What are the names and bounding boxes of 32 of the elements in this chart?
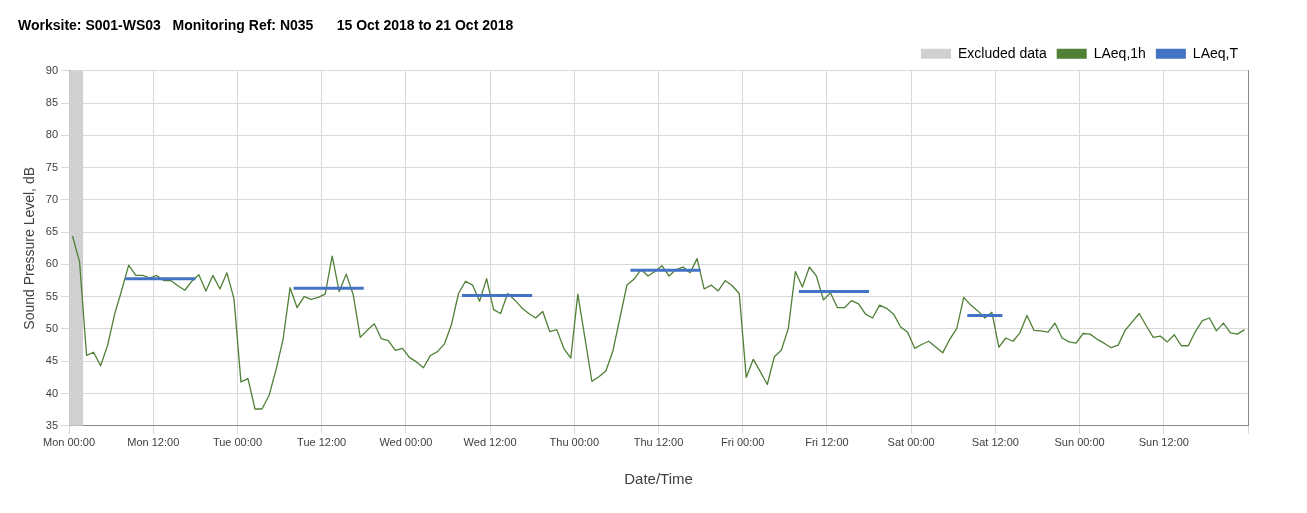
y-tick-label: 75 [45,160,59,173]
y-tick-label: 65 [45,225,59,238]
x-tick-label: Mon 12:00 [127,436,180,449]
x-tick-label: Tue 12:00 [297,436,347,449]
y-tick-label: 55 [45,289,59,302]
y-tick-label: 50 [45,322,59,335]
x-tick-label: Mon 00:00 [43,436,96,449]
x-tick-label: Thu 00:00 [549,436,600,449]
y-tick-label: 45 [45,354,59,367]
x-tick-label: Fri 12:00 [805,436,849,449]
x-tick-label: Fri 00:00 [721,436,765,449]
x-tick-label: Sun 00:00 [1054,436,1105,449]
x-tick-label: Sat 12:00 [971,436,1019,449]
y-tick-label: 35 [45,418,59,431]
chart-title: Worksite: S001-WS03 Monitoring Ref: N035 15 Oct 2018 to 21 Oct 2018 [18,17,514,34]
y-tick-label: 40 [45,386,59,399]
x-tick-label: Wed 00:00 [379,436,433,449]
x-tick-label: Thu 12:00 [633,436,684,449]
y-tick-label: 80 [45,128,59,141]
y-tick-label: 60 [45,257,59,270]
legend-label: Excluded data [957,44,1047,61]
y-tick-label: 90 [45,63,59,76]
y-tick-label: 70 [45,192,59,205]
x-axis-title: Date/Time [624,470,693,488]
x-tick-label: Wed 12:00 [463,436,517,449]
y-tick-label: 85 [45,96,59,109]
y-axis-title: Sound Pressure Level, dB [21,166,38,330]
x-tick-label: Tue 00:00 [212,436,263,449]
legend-label: LAeq,1h [1093,44,1146,61]
x-tick-label: Sun 12:00 [1138,436,1189,449]
x-tick-label: Sat 00:00 [887,436,935,449]
legend-label: LAeq,T [1192,44,1239,61]
